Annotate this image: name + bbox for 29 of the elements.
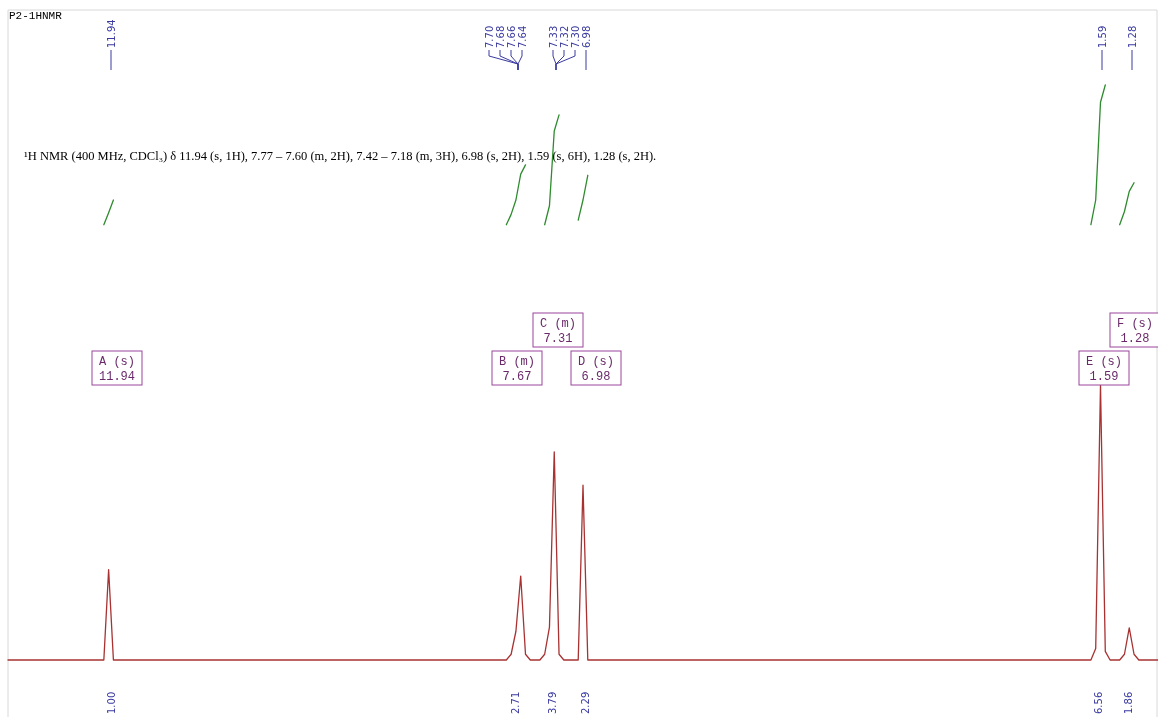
text: 7.32 (559, 25, 570, 48)
text: 6.98 (581, 25, 592, 48)
text: 7.70 (484, 25, 495, 48)
text: F (s) (1116, 317, 1154, 331)
text: 1.00 (106, 691, 117, 714)
annotation: 1.59 (1089, 370, 1119, 384)
annotation: 11.94 (98, 370, 136, 384)
text: 11.94 (106, 19, 117, 48)
text: 7.30 (570, 25, 581, 48)
text: 1.86 (1123, 691, 1134, 714)
text: 7.33 (548, 25, 559, 48)
text: 3.79 (547, 691, 558, 714)
chart-title: P2-1HNMR (9, 10, 63, 22)
text: 6.56 (1093, 691, 1104, 714)
annotation: B (m) 7.67 (498, 355, 536, 384)
text: 2.71 (510, 691, 521, 714)
annotation: C (m) 7.31 (539, 317, 577, 346)
text: D (s) (577, 355, 615, 369)
text: 7.66 (506, 25, 517, 48)
annotation: 1.28 (1120, 332, 1150, 346)
text: E (s) (1085, 355, 1123, 369)
annotation: ¹H NMR (400 MHz, CDCl₃) δ 11.94 (s, 1H), 7.77 – 7.60 (m, 2H), 7.42 – 7.18 (m, 3H), 6.98 (s, 2H), 1.59 (s, 6H), 1.28 (s, 2H). (24, 149, 657, 163)
text: 1.28 (1127, 25, 1138, 48)
text: 1.59 (1097, 25, 1108, 48)
text: A (s) (98, 355, 136, 369)
text: 2.29 (580, 691, 591, 714)
annotation: 6.98 (581, 370, 611, 384)
text: 7.64 (517, 25, 528, 48)
text: 7.68 (495, 25, 506, 48)
